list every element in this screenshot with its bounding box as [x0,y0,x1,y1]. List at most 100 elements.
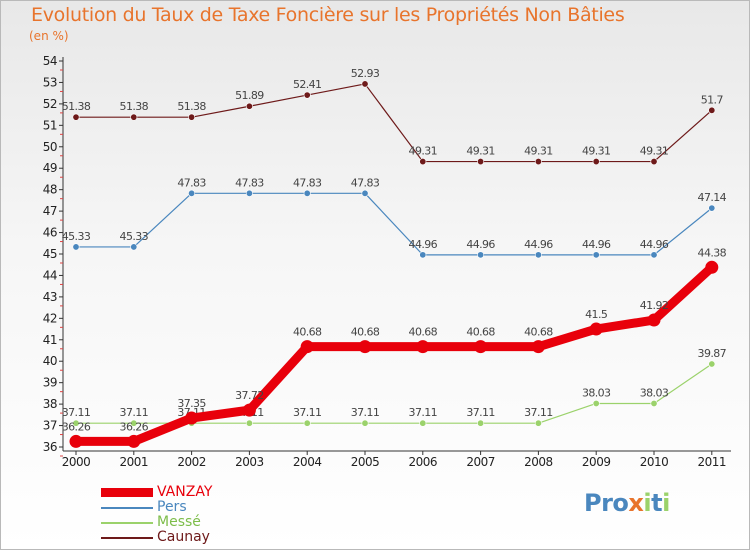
data-label: 51.38 [177,100,206,113]
data-point [361,189,369,197]
data-point [130,243,138,251]
y-tick-label: 38 [43,397,57,411]
x-tick-label: 2005 [351,455,380,469]
data-label: 39.87 [698,347,727,360]
data-point [303,189,311,197]
data-point [592,251,600,259]
data-label: 49.31 [466,145,495,158]
x-tick-label: 2004 [293,455,322,469]
data-point [242,403,256,417]
series-line-vanzay [76,263,715,446]
data-label: 45.33 [120,230,149,243]
data-label: 47.83 [293,176,322,189]
data-point [650,399,658,407]
data-label: 51.89 [235,89,264,102]
y-tick-label: 49 [43,161,57,175]
data-point [419,158,427,166]
data-label: 37.11 [351,406,380,419]
data-label: 36.26 [120,420,149,433]
data-point [592,399,600,407]
data-point [477,251,485,259]
x-tick-label: 2010 [640,455,669,469]
x-tick-label: 2008 [524,455,553,469]
data-label: 44.96 [582,238,611,251]
data-label: 47.14 [698,191,727,204]
y-tick-label: 36 [43,440,57,454]
data-point [361,419,369,427]
data-point [300,340,314,354]
x-tick-label: 2009 [582,455,611,469]
data-label: 52.41 [293,78,322,91]
x-tick-label: 2002 [177,455,206,469]
data-point [592,158,600,166]
data-label: 40.68 [293,326,322,339]
data-label: 40.68 [466,326,495,339]
y-tick-label: 42 [43,311,57,325]
data-label: 40.68 [409,326,438,339]
y-tick-label: 54 [43,54,57,68]
x-tick-label: 2006 [409,455,438,469]
legend-swatch-pers [101,507,153,509]
data-point [708,204,716,212]
data-point [477,158,485,166]
data-point [72,243,80,251]
data-label: 38.03 [582,386,611,399]
y-tick-label: 47 [43,204,57,218]
data-label: 45.33 [62,230,91,243]
data-point [531,340,545,354]
x-tick-label: 2001 [120,455,149,469]
data-point [188,189,196,197]
data-label: 41.5 [585,308,608,321]
y-tick-label: 46 [43,226,57,240]
data-label: 51.7 [701,93,724,106]
data-label: 49.31 [582,145,611,158]
data-point [477,419,485,427]
data-point [708,106,716,114]
y-tick-label: 51 [43,118,57,132]
data-label: 47.83 [235,176,264,189]
data-label: 37.35 [177,397,206,410]
data-label: 37.11 [409,406,438,419]
data-label: 41.92 [640,299,669,312]
y-tick-label: 41 [43,333,57,347]
data-label: 44.96 [640,238,669,251]
data-point [647,313,661,327]
legend-swatch-vanzay [101,488,153,497]
data-point [127,434,141,448]
data-point [130,419,138,427]
data-point [650,251,658,259]
y-tick-label: 44 [43,268,57,282]
data-label: 37.11 [293,406,322,419]
data-point [419,251,427,259]
data-point [534,251,542,259]
y-tick-label: 48 [43,183,57,197]
data-label: 44.38 [698,246,727,259]
data-point [534,158,542,166]
legend-label-messe: Messé [157,514,201,530]
data-point [419,419,427,427]
y-tick-label: 43 [43,290,57,304]
data-point [72,113,80,121]
data-label: 52.93 [351,67,380,80]
y-tick-label: 45 [43,247,57,261]
data-label: 49.31 [409,145,438,158]
data-point [245,102,253,110]
y-tick-label: 37 [43,419,57,433]
data-label: 44.96 [466,238,495,251]
data-label: 37.11 [524,406,553,419]
series-line-messé [76,363,713,424]
data-label: 44.96 [524,238,553,251]
x-tick-label: 2003 [235,455,264,469]
data-point [708,360,716,368]
legend-label-vanzay: VANZAY [157,484,213,500]
data-label: 51.38 [120,100,149,113]
x-tick-label: 2007 [466,455,495,469]
series-line-caunay [76,83,713,163]
legend-label-pers: Pers [157,499,187,515]
data-point [303,91,311,99]
data-label: 36.26 [62,420,91,433]
chart-title: Evolution du Taux de Taxe Foncière sur l… [31,4,625,26]
data-point [69,434,83,448]
x-tick-label: 2011 [698,455,727,469]
